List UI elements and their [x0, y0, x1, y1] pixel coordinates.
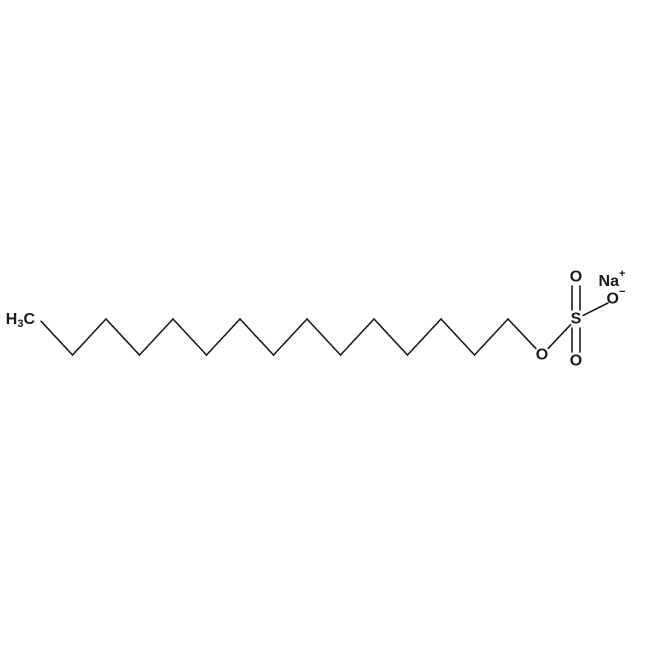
- label-o-up: O: [570, 269, 582, 286]
- molecule-canvas: H3COSOOO−Na+: [0, 0, 650, 650]
- label-o-ester: O: [536, 347, 548, 364]
- label-s: S: [571, 311, 582, 328]
- label-o-down: O: [570, 353, 582, 370]
- label-ch3: H3C: [6, 311, 36, 331]
